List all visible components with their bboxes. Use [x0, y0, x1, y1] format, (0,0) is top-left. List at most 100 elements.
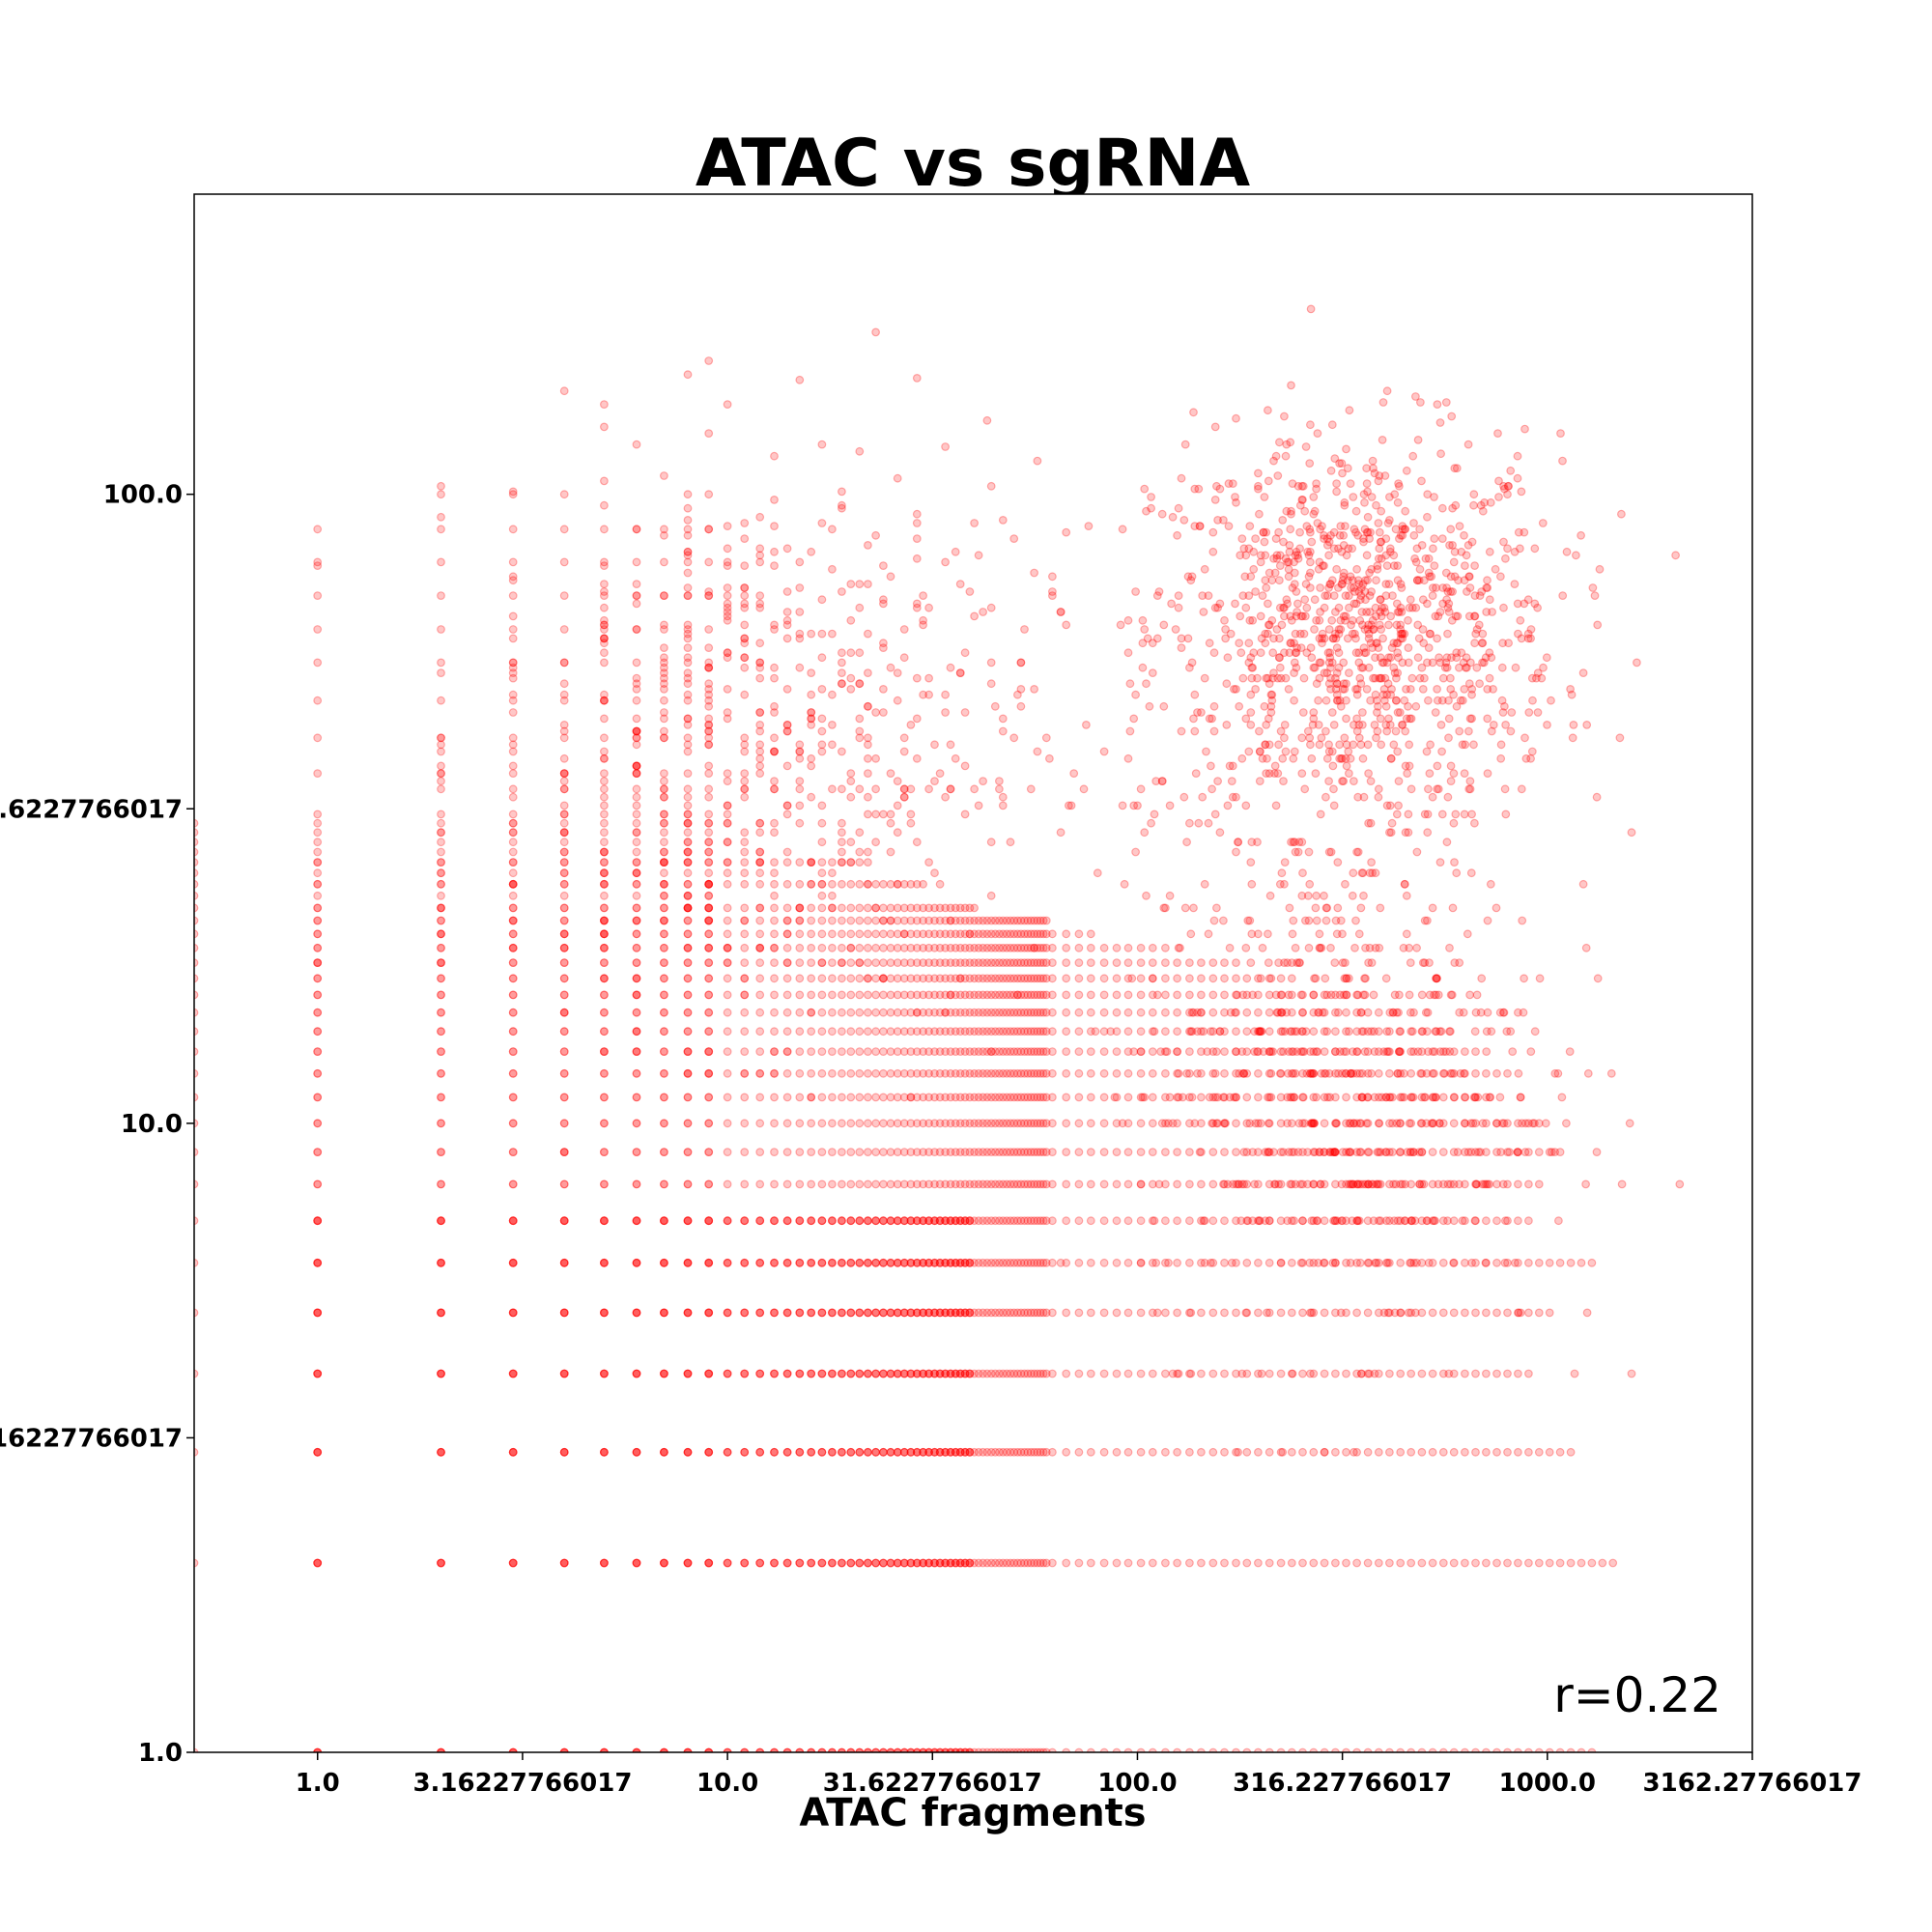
- data-point-2679: [437, 858, 445, 867]
- data-point-4842: [1405, 1119, 1414, 1128]
- data-point-4778: [1174, 1369, 1183, 1378]
- data-point-2668: [437, 1008, 445, 1017]
- data-point-3639: [1342, 761, 1351, 771]
- data-point-560: [1566, 1447, 1576, 1457]
- data-point-4379: [795, 753, 805, 763]
- data-point-1316: [879, 1179, 888, 1189]
- data-point-2770: [559, 591, 569, 600]
- data-point-1108: [1555, 1258, 1565, 1267]
- data-point-321: [1033, 1558, 1042, 1568]
- data-point-4686: [632, 740, 641, 750]
- data-point-398: [683, 1447, 693, 1457]
- data-point-816: [886, 1308, 895, 1318]
- data-point-291: [946, 1558, 955, 1568]
- data-point-2791: [600, 958, 609, 967]
- data-point-4936: [1423, 1047, 1433, 1056]
- data-point-2474: [723, 916, 732, 925]
- data-point-3771: [1374, 554, 1383, 563]
- data-point-4207: [1131, 847, 1140, 857]
- data-point-2349: [838, 943, 846, 952]
- data-point-2710: [508, 974, 518, 983]
- data-point-4073: [1339, 658, 1349, 668]
- data-point-614: [828, 1369, 837, 1378]
- data-point-2419: [838, 929, 846, 939]
- data-point-1871: [1099, 1047, 1109, 1056]
- data-point-3876: [1282, 440, 1292, 449]
- data-point-1770: [1099, 1068, 1109, 1078]
- data-point-3113: [1499, 537, 1508, 547]
- data-point-3371: [1351, 506, 1361, 516]
- data-point-4834: [1417, 990, 1427, 1000]
- data-point-4247: [941, 690, 950, 699]
- data-point-2330: [1232, 958, 1240, 967]
- data-point-274: [919, 1558, 927, 1568]
- data-point-4615: [632, 440, 641, 449]
- data-point-195: [508, 1558, 518, 1568]
- data-point-4369: [886, 847, 895, 857]
- data-point-2823: [632, 1093, 641, 1102]
- data-point-2096: [723, 990, 732, 1000]
- data-point-1421: [886, 1148, 895, 1156]
- data-point-4862: [1581, 943, 1591, 952]
- data-point-2102: [807, 990, 816, 1000]
- data-point-3552: [1412, 544, 1422, 554]
- data-point-4111: [919, 591, 927, 600]
- data-point-4793: [1174, 1068, 1183, 1078]
- data-point-705: [1123, 1369, 1133, 1378]
- data-point-3973: [1407, 673, 1417, 683]
- data-point-2254: [1287, 974, 1296, 983]
- data-point-207: [660, 1558, 668, 1568]
- data-point-4762: [1147, 818, 1155, 828]
- data-point-3135: [1426, 740, 1435, 750]
- data-point-3044: [1517, 487, 1526, 497]
- data-point-290: [946, 1558, 955, 1568]
- data-point-3694: [1471, 629, 1481, 639]
- data-point-2947: [704, 974, 714, 983]
- data-point-3209: [1256, 611, 1265, 621]
- data-point-2353: [871, 943, 880, 952]
- data-point-344: [1276, 1558, 1286, 1568]
- data-point-3560: [1190, 484, 1200, 494]
- data-point-3580: [1418, 595, 1428, 605]
- data-point-3991: [1372, 696, 1381, 705]
- data-point-546: [1417, 1447, 1427, 1457]
- data-point-2938: [704, 1179, 714, 1189]
- data-point-4724: [683, 721, 693, 729]
- data-point-2068: [1173, 1008, 1181, 1017]
- data-point-4043: [1287, 509, 1295, 519]
- data-point-3942: [1460, 530, 1468, 540]
- data-point-3241: [1205, 714, 1214, 724]
- data-point-4075: [1259, 527, 1268, 537]
- data-point-4508: [740, 740, 750, 750]
- data-point-4729: [600, 974, 609, 983]
- data-point-3739: [1413, 620, 1423, 630]
- data-point-366: [1513, 1558, 1522, 1568]
- data-point-3085: [1470, 639, 1479, 648]
- data-point-1730: [886, 1068, 895, 1078]
- data-point-2961: [704, 810, 714, 819]
- data-point-2585: [855, 879, 865, 889]
- data-point-4485: [660, 668, 668, 677]
- data-point-4120: [723, 522, 732, 530]
- data-point-1921: [817, 1027, 827, 1037]
- data-point-1816: [723, 1047, 732, 1056]
- data-point-2724: [508, 810, 518, 819]
- data-point-916: [1460, 1308, 1469, 1318]
- data-point-1670: [1086, 1093, 1095, 1102]
- data-point-4889: [1452, 868, 1462, 878]
- data-point-3340: [1190, 690, 1200, 699]
- data-point-4311: [755, 818, 765, 828]
- data-point-4158: [974, 551, 983, 560]
- data-point-3681: [1478, 629, 1488, 639]
- data-point-233: [807, 1558, 816, 1568]
- data-point-4674: [817, 440, 827, 449]
- data-point-4243: [755, 747, 765, 756]
- data-point-884: [1099, 1308, 1109, 1318]
- data-point-528: [1220, 1447, 1229, 1457]
- data-point-2702: [508, 1148, 518, 1156]
- data-point-4212: [632, 599, 641, 609]
- data-point-3939: [1310, 625, 1319, 634]
- data-point-728: [1384, 1369, 1394, 1378]
- data-point-3827: [1232, 685, 1240, 694]
- data-point-4030: [1262, 673, 1271, 683]
